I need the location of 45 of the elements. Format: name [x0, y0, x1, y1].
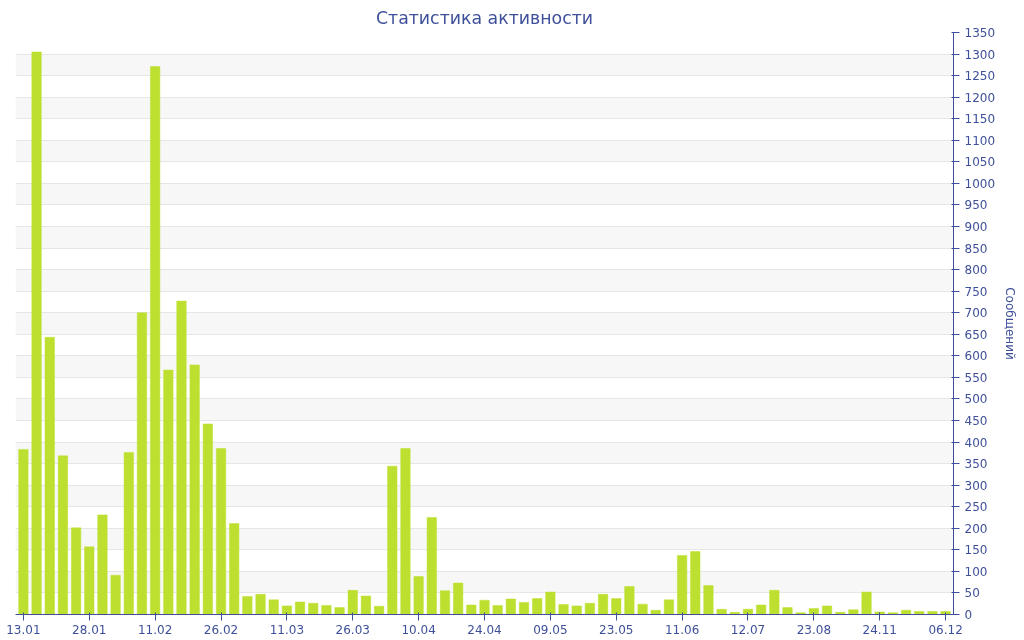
y2-tick-label: 250	[964, 500, 988, 515]
y2-tick-label: 950	[964, 198, 988, 213]
y2-tick-label: 1000	[964, 176, 996, 191]
y2-tick-label: 850	[964, 241, 988, 256]
y2-tick-label: 1150	[964, 112, 996, 127]
y2-tick-label: 1100	[964, 133, 996, 148]
y2-tick-label: 300	[964, 478, 988, 493]
y2-tick-label: 800	[964, 263, 988, 278]
y2-tick-label: 50	[964, 586, 980, 601]
y2-tick-label: 550	[964, 370, 988, 385]
y2-tick-label: 1250	[964, 69, 996, 84]
y2-tick-label: 1200	[964, 90, 996, 105]
y2-tick-label: 100	[964, 564, 988, 579]
x-tick-label: 09.05	[533, 622, 568, 637]
y2-tick-label: 500	[964, 392, 988, 407]
y2-tick-label: 600	[964, 349, 988, 364]
y2-tick-label: 900	[964, 220, 988, 234]
x-tick-label: 28.01	[72, 622, 107, 637]
x-tick-label: 10.04	[401, 622, 436, 637]
x-tick-label: 23.08	[796, 622, 832, 637]
y2-tick-label: 650	[964, 327, 988, 342]
y2-tick-label: 0	[964, 608, 973, 622]
x-tick-label: 24.11	[862, 622, 897, 637]
y2-tick-label: 400	[964, 435, 988, 450]
y2-tick-label: 700	[964, 306, 988, 321]
x-tick-label: 26.03	[335, 622, 370, 637]
x-tick-label: 11.03	[269, 622, 305, 637]
x-tick-label: 11.02	[137, 622, 173, 637]
x-tick-label: 12.07	[730, 622, 766, 637]
y2-tick-label: 1300	[964, 47, 996, 62]
chart-title: Статистика активности	[375, 7, 594, 28]
x-tick-label: 06.12	[928, 622, 963, 637]
y2-tick-label: 1050	[964, 155, 996, 170]
y2-tick-label: 1350	[964, 26, 996, 40]
x-tick-label: 23.05	[599, 622, 634, 637]
x-tick-label: 26.02	[203, 622, 239, 637]
x-tick-label: 13.01	[6, 622, 41, 637]
y2-tick-label: 200	[964, 521, 988, 536]
y2-tick-label: 750	[964, 284, 988, 299]
x-tick-label: 11.06	[664, 622, 700, 637]
x-tick-label: 24.04	[467, 622, 502, 637]
y2-axis-title: Сообщений	[1003, 287, 1018, 360]
y2-tick-label: 150	[964, 543, 988, 558]
y2-tick-label: 450	[964, 414, 988, 428]
y2-tick-label: 350	[964, 457, 988, 472]
